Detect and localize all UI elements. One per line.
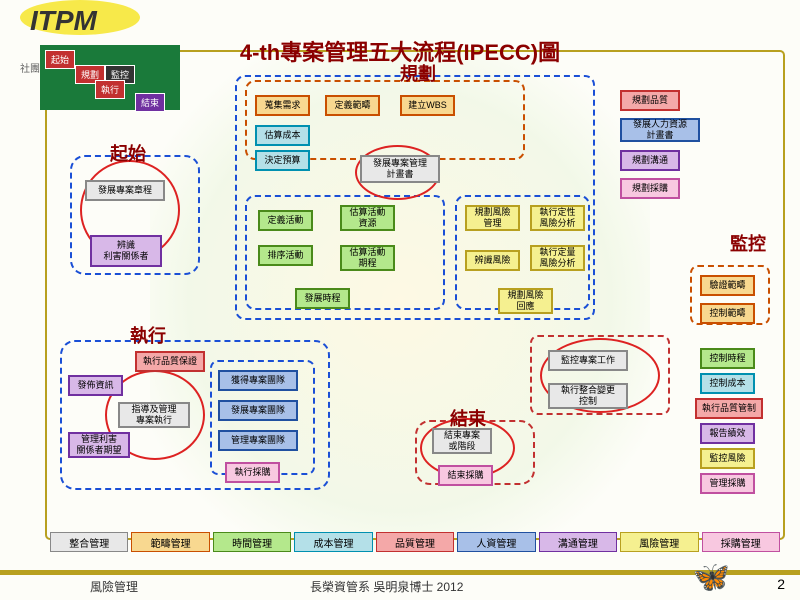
section-label: 結束 bbox=[450, 405, 486, 431]
process-node: 管理採購 bbox=[700, 473, 755, 494]
mini-flowchart: 起始規劃監控執行結束 bbox=[40, 45, 180, 110]
legend-item: 品質管理 bbox=[376, 532, 454, 552]
legend-item: 溝通管理 bbox=[539, 532, 617, 552]
process-node: 執行定量 風險分析 bbox=[530, 245, 585, 271]
process-node: 控制時程 bbox=[700, 348, 755, 369]
process-node: 管理專案團隊 bbox=[218, 430, 298, 451]
process-node: 規劃風險 回應 bbox=[498, 288, 553, 314]
process-node: 估算活動 資源 bbox=[340, 205, 395, 231]
legend-item: 人資管理 bbox=[457, 532, 535, 552]
legend-item: 風險管理 bbox=[620, 532, 698, 552]
legend-item: 時間管理 bbox=[213, 532, 291, 552]
legend-item: 採購管理 bbox=[702, 532, 780, 552]
process-node: 執行品質管制 bbox=[695, 398, 763, 419]
process-node: 結束採購 bbox=[438, 465, 493, 486]
process-node: 發展時程 bbox=[295, 288, 350, 309]
mini-node: 結束 bbox=[135, 93, 165, 112]
section-label: 規劃 bbox=[400, 60, 436, 86]
process-node: 定義範疇 bbox=[325, 95, 380, 116]
page-number: 2 bbox=[777, 576, 785, 592]
process-node: 監控專案工作 bbox=[548, 350, 628, 371]
process-node: 報告績效 bbox=[700, 423, 755, 444]
footer-divider bbox=[0, 570, 800, 575]
process-node: 估算成本 bbox=[255, 125, 310, 146]
legend-item: 成本管理 bbox=[294, 532, 372, 552]
process-node: 發展專案章程 bbox=[85, 180, 165, 201]
process-node: 管理利害 關係者期望 bbox=[68, 432, 130, 458]
process-node: 發佈資訊 bbox=[68, 375, 123, 396]
process-node: 發展專案管理 計畫書 bbox=[360, 155, 440, 183]
butterfly-icon: 🦋 bbox=[693, 560, 730, 595]
process-node: 監控風險 bbox=[700, 448, 755, 469]
mini-node: 執行 bbox=[95, 80, 125, 99]
section-label: 執行 bbox=[130, 322, 166, 348]
process-node: 發展人力資源 計畫書 bbox=[620, 118, 700, 142]
process-node: 結束專案 或階段 bbox=[432, 428, 492, 454]
process-node: 規劃風險 管理 bbox=[465, 205, 520, 231]
process-node: 建立WBS bbox=[400, 95, 455, 116]
process-node: 發展專案團隊 bbox=[218, 400, 298, 421]
footer-center: 長榮資管系 吳明泉博士 2012 bbox=[310, 578, 463, 595]
footer-left: 風險管理 bbox=[90, 578, 138, 595]
process-node: 控制成本 bbox=[700, 373, 755, 394]
legend-bar: 整合管理範疇管理時間管理成本管理品質管理人資管理溝通管理風險管理採購管理 bbox=[50, 532, 780, 552]
process-node: 驗證範疇 bbox=[700, 275, 755, 296]
process-node: 控制範疇 bbox=[700, 303, 755, 324]
process-node: 辨識風險 bbox=[465, 250, 520, 271]
process-node: 蒐集需求 bbox=[255, 95, 310, 116]
process-node: 排序活動 bbox=[258, 245, 313, 266]
legend-item: 範疇管理 bbox=[131, 532, 209, 552]
mini-node: 起始 bbox=[45, 50, 75, 69]
process-node: 決定預算 bbox=[255, 150, 310, 171]
process-node: 規劃品質 bbox=[620, 90, 680, 111]
process-node: 辨識 利害關係者 bbox=[90, 235, 162, 267]
process-node: 指導及管理 專案執行 bbox=[118, 402, 190, 428]
process-node: 規劃溝通 bbox=[620, 150, 680, 171]
sublogo: 社團 bbox=[20, 60, 40, 75]
process-node: 執行整合變更 控制 bbox=[548, 383, 628, 409]
process-node: 獲得專案團隊 bbox=[218, 370, 298, 391]
process-node: 定義活動 bbox=[258, 210, 313, 231]
legend-item: 整合管理 bbox=[50, 532, 128, 552]
process-node: 執行品質保證 bbox=[135, 351, 205, 372]
process-node: 執行採購 bbox=[225, 462, 280, 483]
process-node: 估算活動 期程 bbox=[340, 245, 395, 271]
process-node: 規劃採購 bbox=[620, 178, 680, 199]
section-label: 起始 bbox=[110, 140, 146, 166]
process-node: 執行定性 風險分析 bbox=[530, 205, 585, 231]
logo-text: ITPM bbox=[30, 5, 97, 37]
section-label: 監控 bbox=[730, 230, 766, 256]
